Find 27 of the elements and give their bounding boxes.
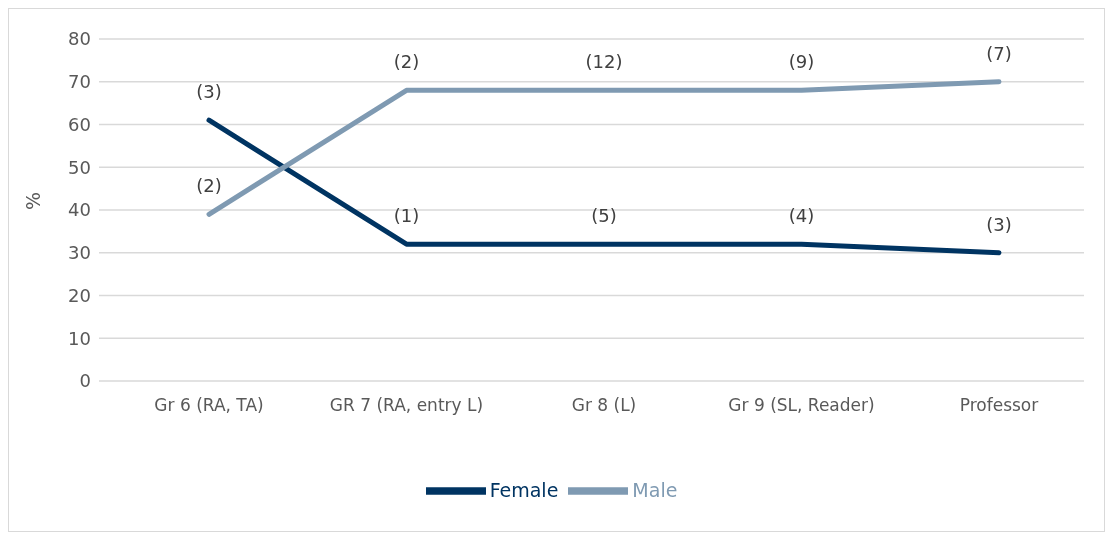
x-tick-label: Professor (959, 395, 1039, 416)
annotation: (3) (986, 213, 1012, 235)
annotation: (1) (393, 205, 420, 227)
y-tick-label: 40 (68, 199, 91, 221)
x-tick-label: Gr 8 (L) (571, 395, 637, 416)
annotation: (7) (986, 42, 1012, 64)
y-tick-label: 80 (68, 28, 91, 50)
annotation: (5) (591, 205, 617, 227)
annotation: (2) (196, 175, 222, 197)
x-tick-label: Gr 6 (RA, TA) (154, 395, 264, 416)
annotation: (12) (585, 51, 623, 73)
legend-label: Female (489, 478, 559, 501)
annotation: (3) (196, 81, 222, 103)
y-tick-label: 20 (68, 284, 91, 306)
annotation: (4) (788, 205, 815, 227)
y-tick-label: 60 (68, 113, 91, 135)
x-tick-label: Gr 9 (SL, Reader) (728, 395, 875, 416)
y-tick-label: 10 (68, 327, 91, 349)
legend-label: Male (632, 478, 678, 501)
y-axis-title: % (21, 191, 44, 210)
y-tick-label: 50 (68, 156, 91, 178)
y-tick-label: 0 (79, 370, 91, 392)
annotation: (2) (393, 51, 420, 73)
annotation: (9) (788, 51, 815, 73)
x-tick-label: GR 7 (RA, entry L) (329, 395, 484, 416)
y-tick-label: 70 (68, 71, 91, 93)
y-tick-label: 30 (68, 242, 91, 264)
